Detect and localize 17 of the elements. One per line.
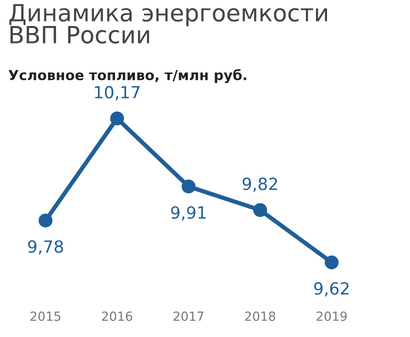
point <box>324 255 339 270</box>
data-label: 9,62 <box>314 282 349 296</box>
x-tick-label: 2016 <box>102 311 132 321</box>
point <box>253 203 268 217</box>
x-tick-label: 2017 <box>174 311 204 321</box>
x-tick-label: 2015 <box>30 311 60 321</box>
data-label: 9,82 <box>242 178 278 192</box>
data-label: 10,17 <box>95 86 140 100</box>
x-tick-label: 2019 <box>316 311 347 321</box>
x-tick-label: 2018 <box>245 311 276 321</box>
data-label: 9,78 <box>28 240 63 255</box>
chart-subtitle: Условное топливо, т/млн руб. <box>8 69 246 84</box>
point <box>182 180 196 194</box>
data-label: 9,91 <box>171 206 206 221</box>
point <box>110 111 124 126</box>
point <box>38 214 52 228</box>
chart-title: Динамика энергоемкости ВВП России <box>9 4 328 44</box>
